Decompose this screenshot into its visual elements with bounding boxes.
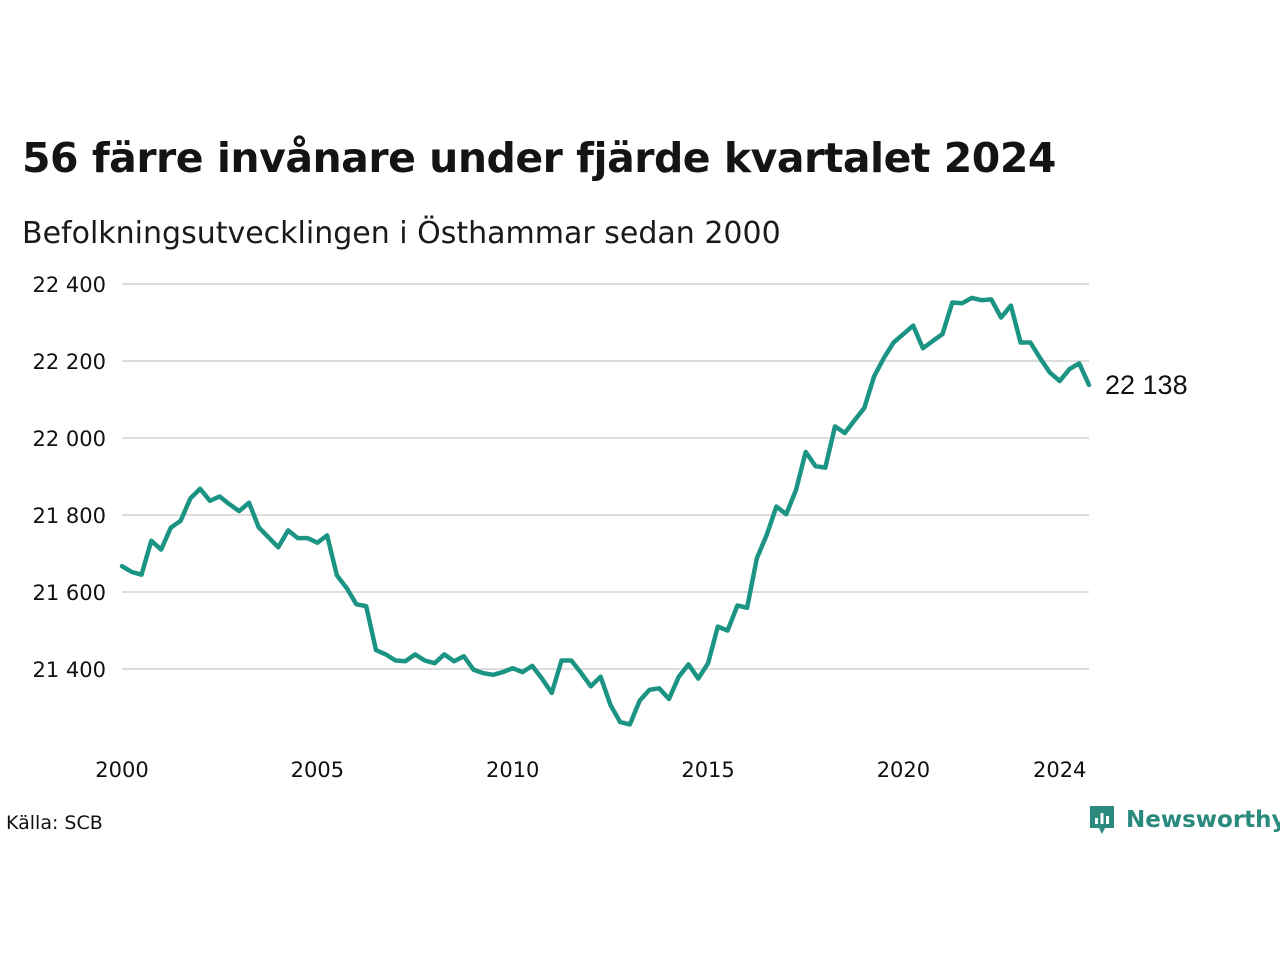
x-tick-label: 2015	[681, 758, 734, 782]
newsworthy-brand[interactable]: Newsworthy	[1088, 804, 1280, 836]
series-line	[119, 295, 1092, 727]
series-layer	[119, 295, 1092, 727]
y-tick-label: 21 800	[33, 504, 106, 528]
chart-subtitle: Befolkningsutvecklingen i Östhammar seda…	[22, 216, 781, 251]
x-tick-label: 2020	[877, 758, 930, 782]
end-value-label: 22 138	[1105, 370, 1188, 400]
y-axis-tick-labels: 21 400 21 600 21 800 22 000 22 200 22 400	[33, 273, 106, 682]
gridlines	[122, 283, 1089, 670]
x-tick-label: 2000	[95, 758, 148, 782]
y-tick-label: 22 400	[33, 273, 106, 297]
y-tick-label: 21 600	[33, 581, 106, 605]
y-tick-label: 21 400	[33, 658, 106, 682]
newsworthy-logo-icon	[1088, 804, 1116, 836]
source-label: Källa: SCB	[6, 812, 103, 834]
x-tick-label: 2010	[486, 758, 539, 782]
brand-name: Newsworthy	[1126, 807, 1280, 833]
y-tick-label: 22 200	[33, 350, 106, 374]
chart-title: 56 färre invånare under fjärde kvartalet…	[22, 134, 1056, 182]
x-tick-label: 2024	[1033, 758, 1086, 782]
y-tick-label: 22 000	[33, 427, 106, 451]
x-tick-label: 2005	[291, 758, 344, 782]
x-axis-tick-labels: 2000 2005 2010 2015 2020 2024	[95, 758, 1086, 782]
